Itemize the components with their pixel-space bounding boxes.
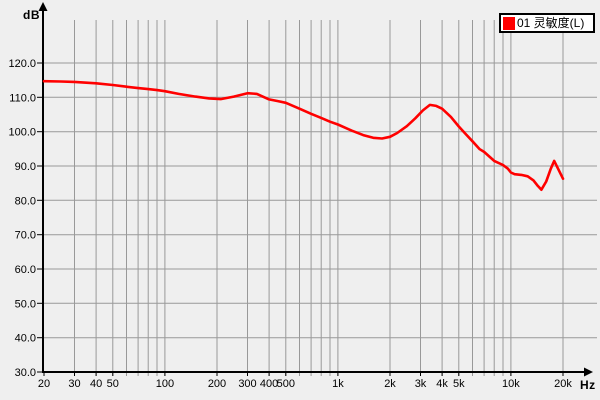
x-axis-unit-label: Hz <box>580 378 596 392</box>
legend: 01 灵敏度(L) <box>499 13 595 33</box>
y-axis-arrow-icon <box>38 2 48 11</box>
x-tick-label: 500 <box>277 378 295 390</box>
y-tick-label: 80.0 <box>15 195 36 207</box>
y-tick-label: 90.0 <box>15 161 36 173</box>
y-tick-label: 50.0 <box>15 298 36 310</box>
y-tick-label: 70.0 <box>15 230 36 242</box>
x-tick-label: 100 <box>156 378 174 390</box>
y-tick-label: 30.0 <box>15 367 36 379</box>
legend-label: 01 灵敏度(L) <box>517 16 585 30</box>
x-tick-label: 4k <box>436 378 448 390</box>
x-axis-arrow-icon <box>584 367 593 377</box>
y-tick-label: 110.0 <box>9 92 36 104</box>
legend-swatch-icon <box>503 16 515 30</box>
x-tick-label: 2k <box>384 378 396 390</box>
x-tick-label: 20k <box>554 378 572 390</box>
x-tick-label: 300 <box>238 378 256 390</box>
frequency-response-curve <box>42 79 565 191</box>
x-tick-label: 400 <box>260 378 278 390</box>
y-tick-label: 100.0 <box>8 127 36 139</box>
x-tick-label: 40 <box>90 378 102 390</box>
x-tick-label: 10k <box>502 378 520 390</box>
y-tick-label: 40.0 <box>15 333 36 345</box>
x-tick-label: 200 <box>208 378 226 390</box>
y-axis-unit-label: dB <box>23 8 40 22</box>
x-tick-label: 3k <box>415 378 427 390</box>
x-tick-label: 20 <box>38 378 50 390</box>
y-tick-label: 120.0 <box>8 58 36 70</box>
x-tick-label: 5k <box>453 378 465 390</box>
x-tick-label: 30 <box>68 378 80 390</box>
x-tick-label: 50 <box>107 378 119 390</box>
x-tick-label: 1k <box>332 378 344 390</box>
y-tick-label: 60.0 <box>15 264 36 276</box>
